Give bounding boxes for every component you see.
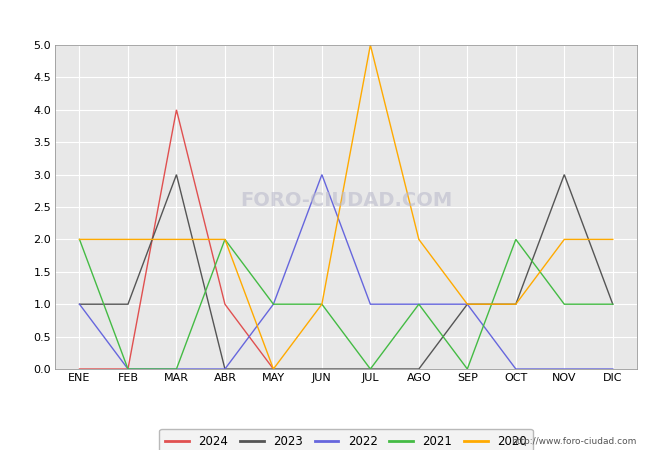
Text: FORO-CIUDAD.COM: FORO-CIUDAD.COM — [240, 191, 452, 210]
Text: http://www.foro-ciudad.com: http://www.foro-ciudad.com — [512, 436, 637, 446]
Text: Matriculaciones de Vehiculos en Morales de Toro: Matriculaciones de Vehiculos en Morales … — [131, 14, 519, 28]
Legend: 2024, 2023, 2022, 2021, 2020: 2024, 2023, 2022, 2021, 2020 — [159, 429, 533, 450]
